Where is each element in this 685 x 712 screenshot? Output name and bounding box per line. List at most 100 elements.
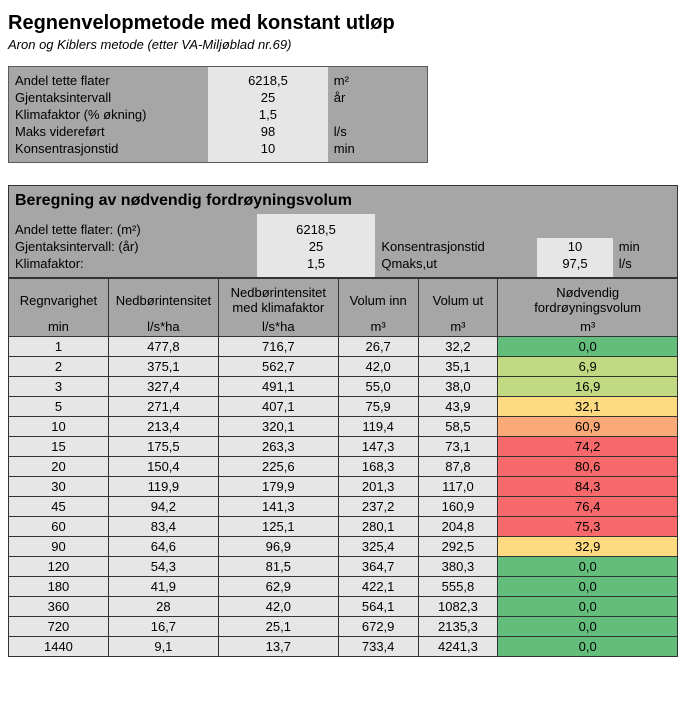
volume-in-cell: 168,3 [338,457,418,477]
section-title: Beregning av nødvendig fordrøyningsvolum [8,185,678,214]
intensity-cell: 119,9 [108,477,218,497]
volume-in-cell: 364,7 [338,557,418,577]
volume-in-cell: 672,9 [338,617,418,637]
intensity-k-cell: 96,9 [218,537,338,557]
col-header: Regnvarighet [9,279,109,318]
required-volume-cell: 0,0 [498,577,678,597]
intensity-cell: 375,1 [108,357,218,377]
required-volume-cell: 0,0 [498,597,678,617]
intensity-k-cell: 562,7 [218,357,338,377]
volume-out-cell: 87,8 [418,457,498,477]
required-volume-cell: 0,0 [498,617,678,637]
intensity-cell: 327,4 [108,377,218,397]
duration-cell: 90 [9,537,109,557]
param-row: Gjentaksintervall25år [9,89,428,106]
required-volume-cell: 0,0 [498,337,678,357]
col-unit: m³ [418,317,498,337]
volume-in-cell: 201,3 [338,477,418,497]
param-row: Konsentrasjonstid10min [9,140,428,163]
intensity-k-cell: 62,9 [218,577,338,597]
duration-cell: 45 [9,497,109,517]
required-volume-cell: 74,2 [498,437,678,457]
intensity-k-cell: 320,1 [218,417,338,437]
summary-value: 25 [257,238,376,255]
duration-cell: 20 [9,457,109,477]
param-label: Gjentaksintervall [9,89,209,106]
table-row: 1477,8716,726,732,20,0 [9,337,678,357]
required-volume-cell: 60,9 [498,417,678,437]
volume-in-cell: 237,2 [338,497,418,517]
volume-out-cell: 160,9 [418,497,498,517]
duration-cell: 60 [9,517,109,537]
param-row: Klimafaktor (% økning)1,5 [9,106,428,123]
volume-in-cell: 564,1 [338,597,418,617]
col-header: Nødvendig fordrøyningsvolum [498,279,678,318]
volume-out-cell: 380,3 [418,557,498,577]
intensity-cell: 477,8 [108,337,218,357]
summary-unit: min [613,238,678,255]
duration-cell: 1440 [9,637,109,657]
param-unit: l/s [328,123,428,140]
duration-cell: 1 [9,337,109,357]
intensity-cell: 175,5 [108,437,218,457]
volume-out-cell: 292,5 [418,537,498,557]
summary-label: Qmaks,ut [375,255,537,278]
required-volume-cell: 32,1 [498,397,678,417]
param-label: Konsentrasjonstid [9,140,209,163]
volume-in-cell: 119,4 [338,417,418,437]
col-header: Volum ut [418,279,498,318]
table-row: 2375,1562,742,035,16,9 [9,357,678,377]
summary-value: 1,5 [257,255,376,278]
summary-label: Klimafaktor: [9,255,257,278]
page-title: Regnenvelopmetode med konstant utløp [8,12,677,35]
summary-table: Andel tette flater: (m²) 6218,5 Gjentaks… [8,214,678,278]
duration-cell: 10 [9,417,109,437]
required-volume-cell: 0,0 [498,637,678,657]
intensity-cell: 213,4 [108,417,218,437]
required-volume-cell: 6,9 [498,357,678,377]
table-row: 3327,4491,155,038,016,9 [9,377,678,397]
volume-out-cell: 2135,3 [418,617,498,637]
param-value: 1,5 [208,106,328,123]
intensity-k-cell: 491,1 [218,377,338,397]
required-volume-cell: 75,3 [498,517,678,537]
param-unit [328,106,428,123]
volume-in-cell: 55,0 [338,377,418,397]
required-volume-cell: 76,4 [498,497,678,517]
volume-out-cell: 117,0 [418,477,498,497]
table-row: 6083,4125,1280,1204,875,3 [9,517,678,537]
intensity-k-cell: 179,9 [218,477,338,497]
col-unit: m³ [498,317,678,337]
param-value: 10 [208,140,328,163]
intensity-cell: 83,4 [108,517,218,537]
intensity-cell: 150,4 [108,457,218,477]
param-label: Maks videreført [9,123,209,140]
volume-out-cell: 1082,3 [418,597,498,617]
volume-in-cell: 75,9 [338,397,418,417]
volume-in-cell: 325,4 [338,537,418,557]
param-label: Andel tette flater [9,67,209,90]
table-row: 12054,381,5364,7380,30,0 [9,557,678,577]
table-row: 10213,4320,1119,458,560,9 [9,417,678,437]
intensity-k-cell: 125,1 [218,517,338,537]
summary-value: 10 [537,238,613,255]
table-row: 30119,9179,9201,3117,084,3 [9,477,678,497]
duration-cell: 720 [9,617,109,637]
duration-cell: 30 [9,477,109,497]
volume-in-cell: 147,3 [338,437,418,457]
intensity-cell: 271,4 [108,397,218,417]
col-header: Nedbørintensitet med klimafaktor [218,279,338,318]
table-row: 3602842,0564,11082,30,0 [9,597,678,617]
summary-label: Gjentaksintervall: (år) [9,238,257,255]
summary-label: Andel tette flater: (m²) [9,214,257,238]
param-row: Andel tette flater6218,5m² [9,67,428,90]
table-row: 14409,113,7733,44241,30,0 [9,637,678,657]
intensity-cell: 41,9 [108,577,218,597]
param-label: Klimafaktor (% økning) [9,106,209,123]
col-unit: l/s*ha [218,317,338,337]
duration-cell: 180 [9,577,109,597]
intensity-cell: 28 [108,597,218,617]
volume-in-cell: 42,0 [338,357,418,377]
intensity-k-cell: 225,6 [218,457,338,477]
volume-out-cell: 35,1 [418,357,498,377]
